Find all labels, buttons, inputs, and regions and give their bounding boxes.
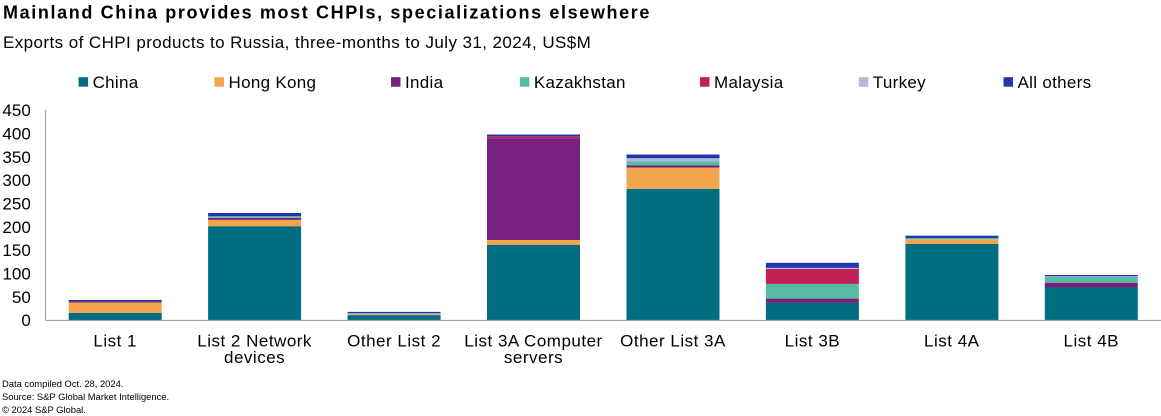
- svg-text:List 1: List 1: [93, 331, 137, 350]
- svg-text:300: 300: [2, 171, 30, 190]
- svg-text:250: 250: [2, 194, 30, 213]
- svg-text:List 3A Computer: List 3A Computer: [464, 331, 602, 350]
- svg-text:Malaysia: Malaysia: [714, 73, 784, 92]
- svg-text:servers: servers: [504, 348, 563, 367]
- svg-text:350: 350: [2, 148, 30, 167]
- svg-text:India: India: [405, 73, 444, 92]
- svg-text:List 4A: List 4A: [924, 331, 980, 350]
- svg-text:Exports of CHPI products to Ru: Exports of CHPI products to Russia, thre…: [3, 33, 591, 52]
- svg-text:Turkey: Turkey: [873, 73, 926, 92]
- svg-text:List 2 Network: List 2 Network: [197, 331, 312, 350]
- svg-text:50: 50: [12, 288, 31, 307]
- svg-text:Data compiled Oct. 28, 2024.: Data compiled Oct. 28, 2024.: [2, 378, 123, 389]
- svg-text:0: 0: [21, 311, 30, 330]
- svg-text:List 4B: List 4B: [1064, 331, 1119, 350]
- svg-text:List 3B: List 3B: [785, 331, 840, 350]
- svg-text:Source: S&P Global Market Inte: Source: S&P Global Market Intelligence.: [2, 391, 169, 402]
- svg-text:200: 200: [2, 218, 30, 237]
- svg-text:Hong Kong: Hong Kong: [229, 73, 317, 92]
- svg-text:All others: All others: [1018, 73, 1092, 92]
- svg-text:Mainland China provides most C: Mainland China provides most CHPIs, spec…: [3, 2, 651, 22]
- svg-text:100: 100: [2, 264, 30, 283]
- svg-text:400: 400: [2, 124, 30, 143]
- svg-text:Kazakhstan: Kazakhstan: [534, 73, 626, 92]
- svg-text:Other List 2: Other List 2: [347, 331, 441, 350]
- svg-text:© 2024 S&P Global.: © 2024 S&P Global.: [2, 404, 86, 415]
- svg-text:150: 150: [2, 241, 30, 260]
- svg-text:China: China: [93, 73, 139, 92]
- svg-text:450: 450: [2, 101, 30, 120]
- svg-text:devices: devices: [224, 348, 285, 367]
- svg-text:Other List 3A: Other List 3A: [620, 331, 726, 350]
